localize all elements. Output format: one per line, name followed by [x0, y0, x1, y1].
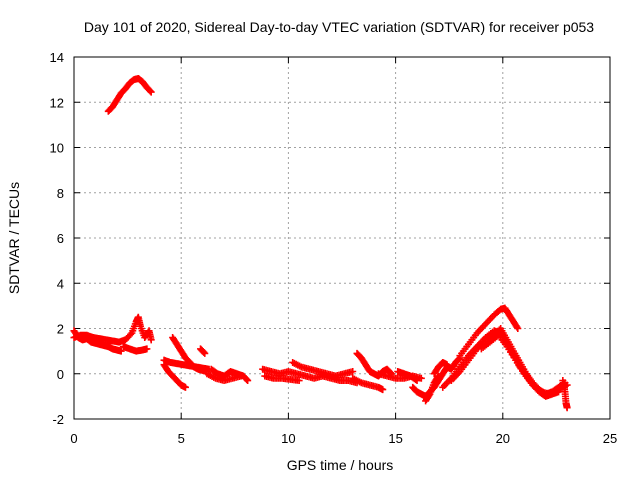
series-arc-l — [289, 358, 357, 380]
y-tick-label: 4 — [57, 276, 64, 291]
series-arc-t — [447, 325, 569, 398]
data-point — [146, 87, 154, 95]
x-tick-label: 25 — [603, 431, 617, 446]
y-tick-label: 6 — [57, 231, 64, 246]
tick-labels: 0 5 10 15 20 25 -2 0 2 4 6 8 10 12 14 — [50, 50, 618, 446]
series-arc-s — [456, 304, 522, 360]
data-point — [412, 376, 420, 384]
data-point — [434, 372, 442, 380]
y-tick-label: 8 — [57, 186, 64, 201]
data-point — [413, 377, 421, 385]
data-point — [200, 348, 208, 356]
series-arc-high — [104, 74, 155, 115]
series-arc-x — [477, 331, 571, 398]
x-tick-label: 0 — [70, 431, 77, 446]
data-point — [563, 404, 571, 412]
series-arc-e — [160, 356, 213, 373]
series-arc-c — [119, 343, 151, 355]
series-arc-n — [349, 374, 387, 394]
series-arc-g — [196, 345, 209, 357]
y-tick-label: 0 — [57, 367, 64, 382]
data-point — [117, 347, 125, 355]
x-axis-label: GPS time / hours — [287, 457, 394, 473]
x-tick-label: 15 — [388, 431, 402, 446]
x-tick-label: 20 — [496, 431, 510, 446]
data-point — [563, 381, 571, 389]
series-arc-v — [430, 358, 451, 378]
series-arc-r — [422, 372, 442, 405]
data-point — [181, 383, 189, 391]
y-tick-label: 10 — [50, 141, 64, 156]
data-point — [455, 355, 463, 363]
plot-frame — [73, 56, 611, 420]
grid-lines — [74, 57, 610, 419]
series-arc-b — [70, 313, 155, 346]
y-tick-label: 14 — [50, 50, 64, 65]
data-point — [237, 372, 245, 380]
data-point — [349, 367, 357, 375]
data-point — [201, 349, 209, 357]
data-point — [514, 325, 522, 332]
y-axis-label: SDTVAR / TECUs — [6, 182, 22, 294]
y-tick-label: -2 — [52, 412, 64, 427]
x-tick-label: 5 — [178, 431, 185, 446]
data-point — [147, 88, 155, 96]
data-point — [513, 323, 521, 331]
y-tick-label: 2 — [57, 322, 64, 337]
data-point — [379, 386, 387, 394]
data-point — [147, 336, 155, 344]
series-arc-a — [70, 327, 125, 355]
data-point — [127, 330, 135, 338]
data-point — [425, 391, 433, 399]
data-point — [417, 374, 425, 382]
y-tick-label: 12 — [50, 95, 64, 110]
data-point — [244, 377, 252, 385]
series-arc-i — [203, 370, 245, 385]
x-tick-label: 10 — [281, 431, 295, 446]
data-point — [443, 361, 451, 369]
data-point — [434, 373, 442, 381]
data-points — [70, 74, 571, 412]
series-arc-p — [394, 367, 421, 385]
series-arc-f — [160, 361, 189, 391]
chart-title: Day 101 of 2020, Sidereal Day-to-day VTE… — [84, 19, 594, 35]
data-point — [143, 345, 151, 353]
series-arc-w — [559, 377, 571, 412]
data-point — [295, 377, 303, 385]
series-arc-k — [261, 372, 303, 385]
data-point — [243, 376, 251, 384]
